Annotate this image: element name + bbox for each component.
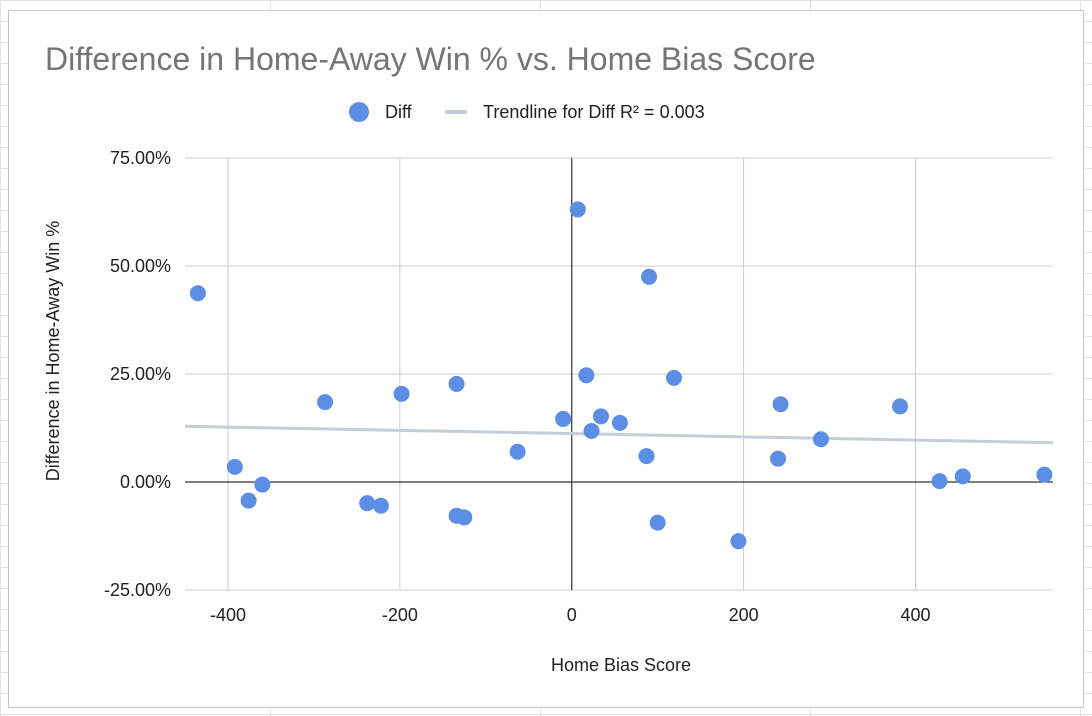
data-point xyxy=(666,369,683,386)
x-tick-labels: -400 -200 0 200 400 xyxy=(210,605,931,625)
x-tick-label: -200 xyxy=(382,605,418,625)
legend[interactable]: Diff Trendline for Diff R² = 0.003 xyxy=(349,102,705,122)
y-tick-label: 25.00% xyxy=(110,364,171,384)
data-point xyxy=(448,375,465,392)
data-point xyxy=(509,443,526,460)
x-tick-label: 0 xyxy=(567,605,577,625)
data-point xyxy=(555,410,572,427)
legend-label-trendline: Trendline for Diff R² = 0.003 xyxy=(483,102,705,122)
trendline xyxy=(184,424,1054,445)
data-point xyxy=(393,385,410,402)
data-point xyxy=(226,458,243,475)
data-point xyxy=(649,514,666,531)
data-point xyxy=(359,495,376,512)
x-tick-label: 200 xyxy=(729,605,759,625)
data-point xyxy=(583,423,600,440)
y-tick-labels: -25.00% 0.00% 25.00% 50.00% 75.00% xyxy=(104,148,171,600)
data-point xyxy=(931,473,948,490)
chart-card[interactable]: Difference in Home-Away Win % vs. Home B… xyxy=(8,10,1084,708)
data-point xyxy=(772,396,789,413)
y-tick-label: 75.00% xyxy=(110,148,171,168)
x-tick-label: 400 xyxy=(900,605,930,625)
data-point xyxy=(372,497,389,514)
data-point xyxy=(611,414,628,431)
y-tick-label: 50.00% xyxy=(110,256,171,276)
chart-title: Difference in Home-Away Win % vs. Home B… xyxy=(45,41,816,77)
data-point xyxy=(641,268,658,285)
data-point xyxy=(317,394,334,411)
y-tick-label: 0.00% xyxy=(120,472,171,492)
data-point xyxy=(578,367,595,384)
gridlines xyxy=(185,157,1053,591)
data-point xyxy=(569,201,586,218)
trendline-layer xyxy=(184,424,1054,445)
data-point xyxy=(592,408,609,425)
legend-label-diff: Diff xyxy=(385,102,413,122)
data-point xyxy=(769,450,786,467)
data-point xyxy=(240,492,257,509)
x-axis-title: Home Bias Score xyxy=(551,655,691,675)
axes xyxy=(185,158,1053,590)
data-point xyxy=(730,533,747,550)
data-point xyxy=(812,431,829,448)
data-point xyxy=(638,448,655,465)
data-point xyxy=(892,398,909,415)
data-point xyxy=(189,285,206,302)
y-axis-title: Difference in Home-Away Win % xyxy=(43,221,63,481)
data-point xyxy=(954,468,971,485)
legend-marker-diff xyxy=(349,102,369,122)
data-point xyxy=(456,509,473,526)
y-tick-label: -25.00% xyxy=(104,580,171,600)
data-point xyxy=(254,476,271,493)
data-point xyxy=(1036,466,1053,483)
data-points xyxy=(189,201,1053,550)
x-tick-label: -400 xyxy=(210,605,246,625)
scatter-chart: Difference in Home-Away Win % vs. Home B… xyxy=(43,41,1054,675)
